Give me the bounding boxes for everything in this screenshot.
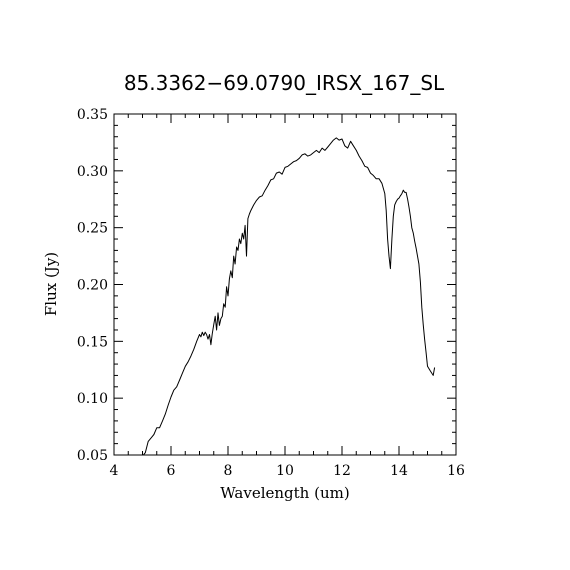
plot-frame	[113, 113, 457, 456]
y-tick-label: 0.35	[77, 107, 108, 123]
x-axis-ticks: 4 6 8 10 12 14 16	[110, 114, 465, 479]
x-axis-title: Wavelength (um)	[220, 484, 349, 502]
y-tick-label: 0.15	[77, 334, 108, 350]
y-tick-label: 0.30	[77, 164, 108, 180]
y-axis-title: Flux (Jy)	[42, 252, 60, 316]
y-tick-label: 0.10	[77, 391, 108, 407]
y-axis-ticks: 0.05 0.10 0.15 0.20 0.25 0.30 0.35	[77, 107, 456, 464]
x-tick-label: 12	[333, 463, 351, 479]
chart-axes	[113, 113, 457, 456]
chart-series	[143, 137, 436, 456]
x-tick-label: 16	[447, 463, 465, 479]
y-tick-label: 0.20	[77, 278, 108, 294]
spectrum-line	[143, 137, 436, 456]
x-tick-label: 6	[167, 463, 176, 479]
y-tick-label: 0.05	[77, 448, 108, 464]
x-tick-label: 10	[276, 463, 294, 479]
x-tick-label: 14	[390, 463, 408, 479]
x-tick-label: 8	[224, 463, 233, 479]
x-tick-label: 4	[110, 463, 119, 479]
y-tick-label: 0.25	[77, 221, 108, 237]
chart-title: 85.3362−69.0790_IRSX_167_SL	[124, 71, 445, 95]
